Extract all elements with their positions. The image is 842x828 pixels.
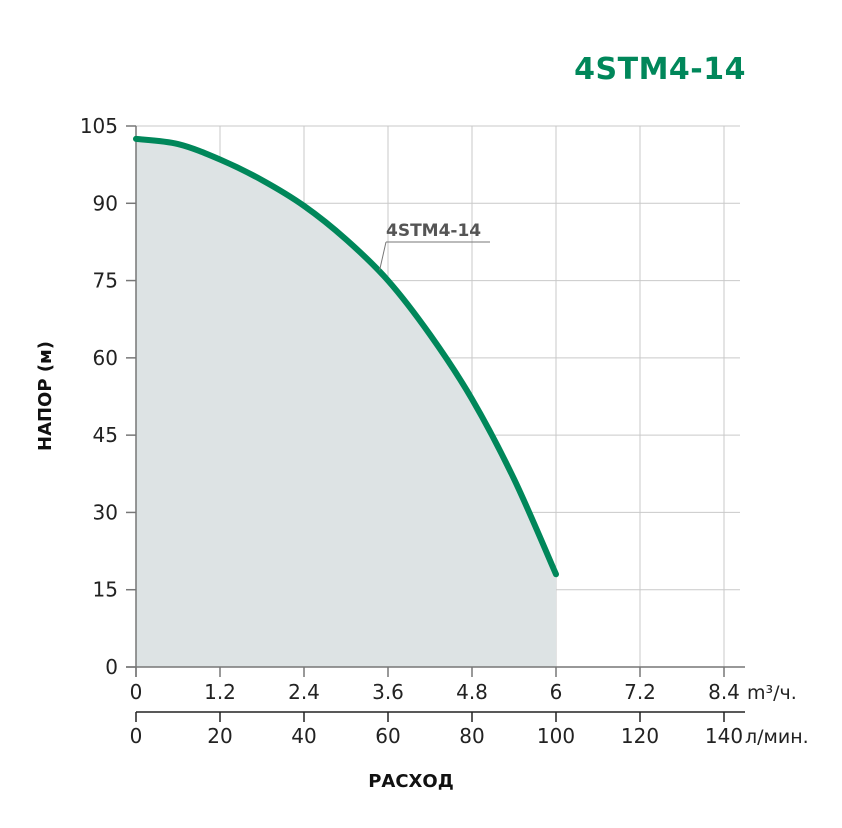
y-tick-label: 30	[93, 500, 118, 524]
series-area	[136, 138, 556, 667]
x-secondary-unit: л/мин.	[745, 726, 809, 748]
series-label-leader	[379, 241, 387, 271]
axes	[126, 125, 745, 722]
y-tick-label: 0	[105, 655, 118, 679]
x-secondary-tick-label: 40	[291, 724, 316, 748]
y-axis-title: НАПОР (м)	[35, 341, 56, 451]
y-tick-label: 90	[93, 191, 118, 215]
x-primary-tick-label: 8.4	[708, 680, 740, 704]
y-tick-label: 45	[93, 423, 118, 447]
y-tick-label: 75	[93, 269, 118, 293]
x-secondary-tick-label: 100	[537, 724, 575, 748]
x-primary-tick-label: 2.4	[288, 680, 320, 704]
x-primary-unit: m³/ч.	[747, 682, 797, 704]
x-primary-tick-labels: 0 1.2 2.4 3.6 4.8 6 7.2 8.4	[130, 680, 740, 704]
x-secondary-tick-label: 20	[207, 724, 232, 748]
x-primary-tick-label: 0	[130, 680, 143, 704]
y-tick-label: 105	[80, 114, 118, 138]
x-secondary-tick-label: 80	[459, 724, 484, 748]
x-primary-tick-label: 4.8	[456, 680, 488, 704]
x-secondary-tick-label: 60	[375, 724, 400, 748]
x-primary-tick-label: 1.2	[204, 680, 236, 704]
x-secondary-tick-label: 120	[621, 724, 659, 748]
series-line	[133, 135, 559, 578]
x-secondary-tick-labels: 0 20 40 60 80 100 120 140	[130, 724, 743, 748]
chart-title: 4STM4-14	[574, 52, 746, 87]
x-secondary-tick-label: 0	[130, 724, 143, 748]
y-tick-label: 15	[93, 578, 118, 602]
y-tick-label: 60	[93, 346, 118, 370]
series-label: 4STM4-14	[386, 221, 481, 241]
x-primary-tick-label: 3.6	[372, 680, 404, 704]
x-secondary-tick-label: 140	[705, 724, 743, 748]
x-primary-tick-label: 7.2	[624, 680, 656, 704]
y-tick-labels: 0 15 30 45 60 75 90 105	[80, 114, 118, 679]
x-primary-tick-label: 6	[550, 680, 563, 704]
x-axis-title: РАСХОД	[368, 771, 454, 792]
